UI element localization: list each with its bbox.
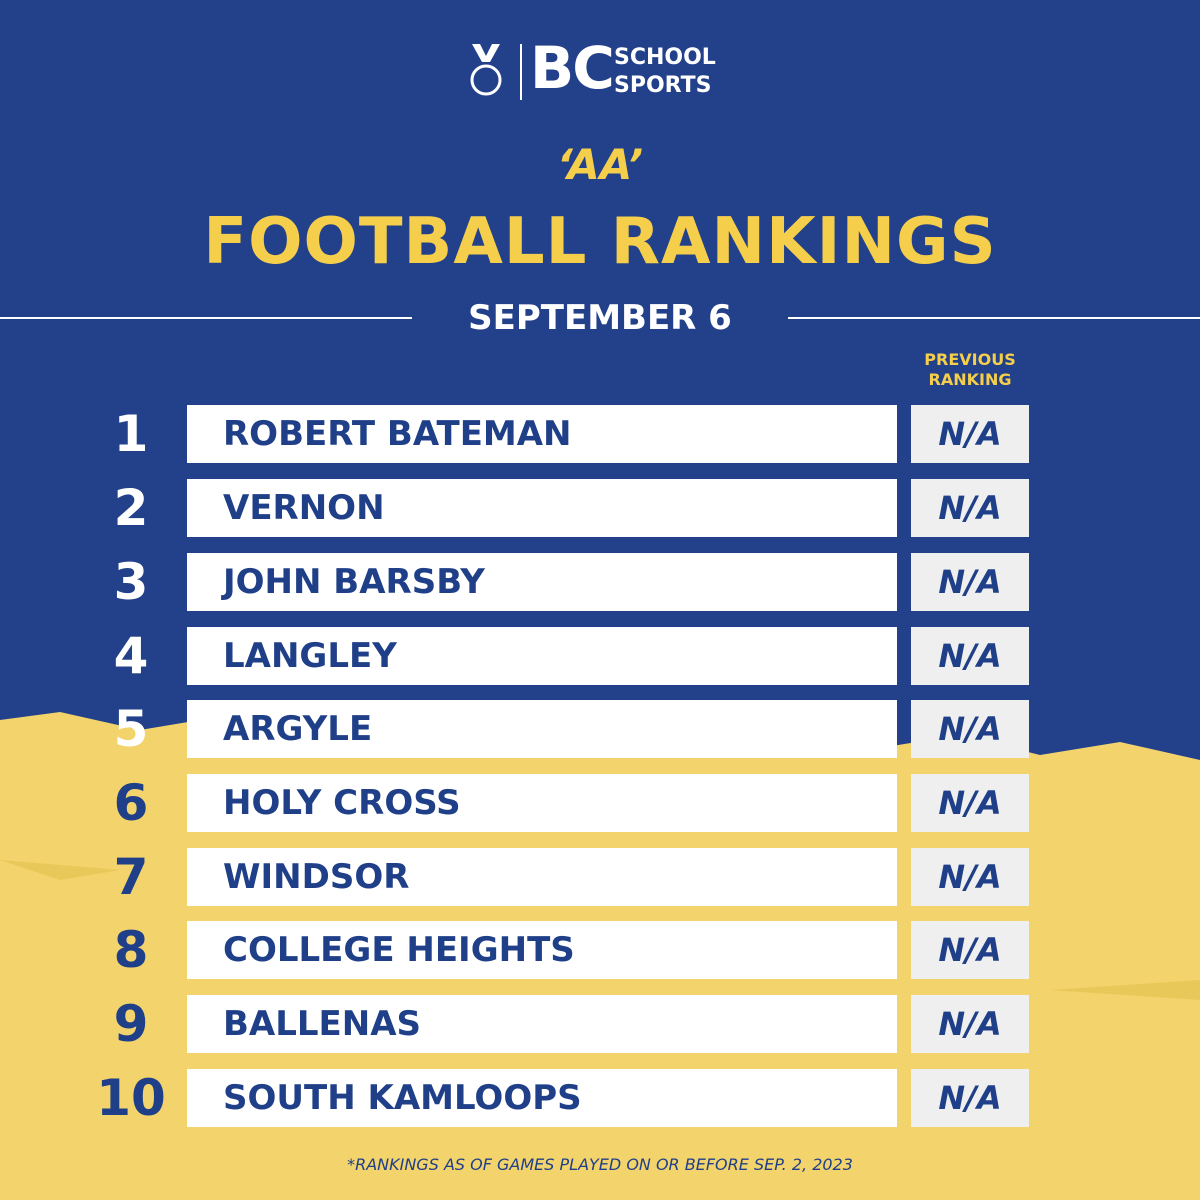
- rank: 4: [113, 627, 149, 685]
- division: ‘AA’: [556, 140, 644, 189]
- previous-ranking: N/A: [911, 1069, 1029, 1127]
- logo-icon: [470, 44, 522, 100]
- rank: 6: [113, 774, 149, 832]
- previous-ranking: N/A: [911, 627, 1029, 685]
- logo-text: SCHOOL: [614, 45, 716, 70]
- team-name: ROBERT BATEMAN: [187, 405, 897, 463]
- previous-ranking: N/A: [911, 848, 1029, 906]
- team-name: COLLEGE HEIGHTS: [187, 921, 897, 979]
- footnote: *RANKINGS AS OF GAMES PLAYED ON OR BEFOR…: [347, 1155, 853, 1174]
- team-name: VERNON: [187, 479, 897, 537]
- date: SEPTEMBER 6: [468, 298, 732, 338]
- rank: 5: [113, 700, 149, 758]
- rank: 9: [113, 995, 149, 1053]
- rank: 7: [113, 848, 149, 906]
- rank: 3: [113, 553, 149, 611]
- rank: 8: [113, 921, 149, 979]
- team-name: WINDSOR: [187, 848, 897, 906]
- team-name: BALLENAS: [187, 995, 897, 1053]
- column-header: PREVIOUS RANKING: [924, 350, 1016, 389]
- logo-text: BC: [530, 34, 615, 102]
- rank: 1: [113, 405, 149, 463]
- team-name: LANGLEY: [187, 627, 897, 685]
- previous-ranking: N/A: [911, 553, 1029, 611]
- previous-ranking: N/A: [911, 405, 1029, 463]
- team-name: SOUTH KAMLOOPS: [187, 1069, 897, 1127]
- rank: 2: [113, 479, 149, 537]
- previous-ranking: N/A: [911, 995, 1029, 1053]
- team-name: ARGYLE: [187, 700, 897, 758]
- previous-ranking: N/A: [911, 479, 1029, 537]
- team-name: HOLY CROSS: [187, 774, 897, 832]
- team-name: JOHN BARSBY: [187, 553, 897, 611]
- previous-ranking: N/A: [911, 700, 1029, 758]
- rank: 10: [96, 1069, 166, 1127]
- title: FOOTBALL RANKINGS: [203, 205, 997, 279]
- logo-text: SPORTS: [614, 73, 712, 98]
- previous-ranking: N/A: [911, 774, 1029, 832]
- previous-ranking: N/A: [911, 921, 1029, 979]
